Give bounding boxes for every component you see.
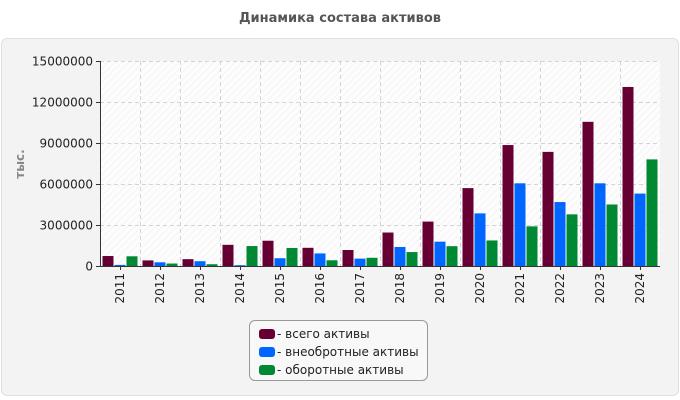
bar-2-2024 xyxy=(646,159,658,266)
legend-label-current: - оборотные активы xyxy=(277,363,404,377)
x-tick-label-2011: 2011 xyxy=(113,273,127,304)
bar-2-2020 xyxy=(486,240,498,266)
bar-2-2017 xyxy=(366,257,378,266)
bar-1-2011 xyxy=(114,264,126,266)
bar-2-2018 xyxy=(406,252,418,266)
bar-2-2012 xyxy=(166,263,178,266)
bar-1-2022 xyxy=(554,202,566,266)
bar-0-2024 xyxy=(622,86,634,266)
bar-1-2024 xyxy=(634,193,646,266)
x-tick-label-2018: 2018 xyxy=(393,273,407,304)
bar-0-2023 xyxy=(582,121,594,266)
y-tick-label: 9000000 xyxy=(40,137,93,151)
bar-2-2015 xyxy=(286,247,298,266)
y-tick-label: 3000000 xyxy=(40,219,93,233)
bar-2-2021 xyxy=(526,226,538,266)
bar-1-2013 xyxy=(194,261,206,266)
bar-2-2013 xyxy=(206,264,218,266)
legend-label-total: - всего активы xyxy=(277,327,370,341)
bar-2-2011 xyxy=(126,256,138,266)
bar-0-2015 xyxy=(262,240,274,266)
x-tick-label-2016: 2016 xyxy=(313,273,327,304)
bar-0-2014 xyxy=(222,244,234,266)
bar-1-2016 xyxy=(314,253,326,266)
bar-1-2019 xyxy=(434,241,446,266)
bar-1-2015 xyxy=(274,258,286,266)
y-tick-label: 6000000 xyxy=(40,178,93,192)
y-tick-label: 12000000 xyxy=(32,96,93,110)
axes xyxy=(96,61,660,270)
legend-swatch-current xyxy=(259,365,275,375)
bar-1-2014 xyxy=(234,265,246,266)
bar-0-2011 xyxy=(102,256,114,266)
x-tick-label-2012: 2012 xyxy=(153,273,167,304)
bar-2-2014 xyxy=(246,246,258,266)
bar-0-2019 xyxy=(422,221,434,266)
bar-0-2022 xyxy=(542,151,554,266)
bar-1-2012 xyxy=(154,262,166,266)
bars xyxy=(102,86,658,266)
legend-swatch-total xyxy=(259,329,275,339)
bar-0-2020 xyxy=(462,188,474,266)
y-tick-label: 15000000 xyxy=(32,55,93,69)
x-tick-label-2021: 2021 xyxy=(513,273,527,304)
chart-title: Динамика состава активов xyxy=(238,11,442,26)
bar-1-2023 xyxy=(594,183,606,266)
bar-2-2016 xyxy=(326,260,338,266)
bar-2-2023 xyxy=(606,204,618,266)
bar-1-2017 xyxy=(354,258,366,266)
y-tick-labels: 0 3000000 6000000 9000000 12000000 15000000 xyxy=(32,55,93,274)
legend-label-noncurrent: - внеобротные активы xyxy=(277,345,419,359)
bar-0-2018 xyxy=(382,232,394,266)
bar-2-2019 xyxy=(446,246,458,266)
bar-1-2018 xyxy=(394,247,406,266)
bar-0-2021 xyxy=(502,145,514,266)
x-tick-label-2023: 2023 xyxy=(593,273,607,304)
bar-2-2022 xyxy=(566,214,578,266)
x-tick-label-2014: 2014 xyxy=(233,273,247,304)
bar-0-2017 xyxy=(342,250,354,266)
legend-swatch-noncurrent xyxy=(259,347,275,357)
legend-item-total: - всего активы xyxy=(259,325,427,343)
legend-item-noncurrent: - внеобротные активы xyxy=(259,343,427,361)
x-tick-label-2013: 2013 xyxy=(193,273,207,304)
x-tick-labels: 2011 2012 2013 2014 2015 2016 2017 2018 2019 2020… xyxy=(113,273,647,304)
bar-1-2020 xyxy=(474,213,486,266)
x-tick-label-2022: 2022 xyxy=(553,273,567,304)
x-tick-label-2019: 2019 xyxy=(433,273,447,304)
bar-1-2021 xyxy=(514,183,526,266)
x-tick-label-2020: 2020 xyxy=(473,273,487,304)
y-tick-label: 0 xyxy=(85,260,93,274)
bar-0-2013 xyxy=(182,259,194,266)
legend: - всего активы - внеобротные активы - об… xyxy=(249,320,428,381)
bar-0-2016 xyxy=(302,247,314,266)
grid-lines xyxy=(100,61,660,266)
x-tick-label-2015: 2015 xyxy=(273,273,287,304)
x-tick-label-2024: 2024 xyxy=(633,273,647,304)
y-axis-label: тыс. xyxy=(13,149,27,178)
bar-0-2012 xyxy=(142,260,154,266)
legend-item-current: - оборотные активы xyxy=(259,361,427,379)
x-tick-label-2017: 2017 xyxy=(353,273,367,304)
